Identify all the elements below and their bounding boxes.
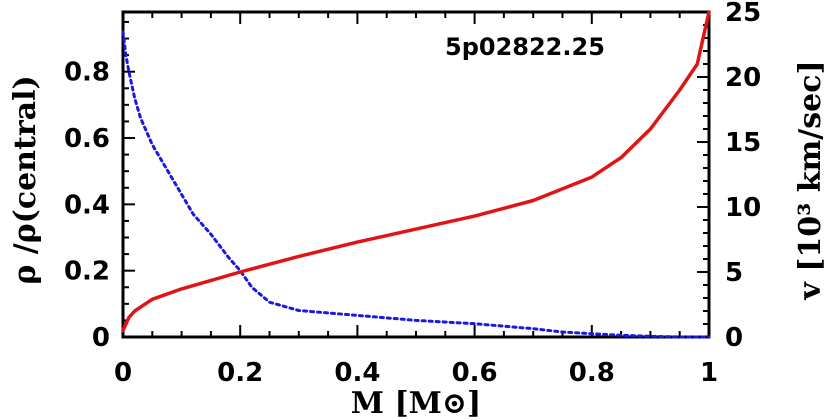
annotation-label: 5p02822.25: [445, 33, 605, 61]
y-right-tick-label: 15: [725, 128, 761, 158]
x-tick-label: 1: [700, 358, 718, 388]
x-tick-label: 0: [114, 358, 132, 388]
plot-frame: [121, 10, 711, 339]
x-tick-label: 0.6: [452, 358, 498, 388]
y-left-axis-title: ρ /ρ(central): [8, 75, 43, 284]
x-axis-title: M [M⊙]: [351, 386, 481, 420]
x-tick-label: 0.2: [217, 358, 263, 388]
series-group: [121, 10, 711, 339]
y-left-tick-label: 0.2: [64, 257, 110, 287]
y-right-axis-title: v [10³ km/sec]: [793, 60, 828, 300]
y-left-tick-label: 0.6: [64, 124, 110, 154]
y-right-tick-label: 10: [725, 193, 761, 223]
x-tick-label: 0.4: [334, 358, 380, 388]
ticks: [122, 11, 710, 338]
y-right-tick-label: 25: [725, 0, 761, 28]
y-right-tick-label: 20: [725, 63, 761, 93]
y-left-tick-label: 0.4: [64, 190, 110, 220]
y-left-tick-label: 0.8: [64, 58, 110, 88]
y-left-tick-label: 0: [92, 323, 110, 353]
x-tick-label: 0.8: [569, 358, 615, 388]
density-series-line: [121, 30, 711, 339]
velocity-series-line: [121, 10, 711, 333]
y-right-tick-label: 0: [725, 323, 743, 353]
y-right-tick-label: 5: [725, 258, 743, 288]
